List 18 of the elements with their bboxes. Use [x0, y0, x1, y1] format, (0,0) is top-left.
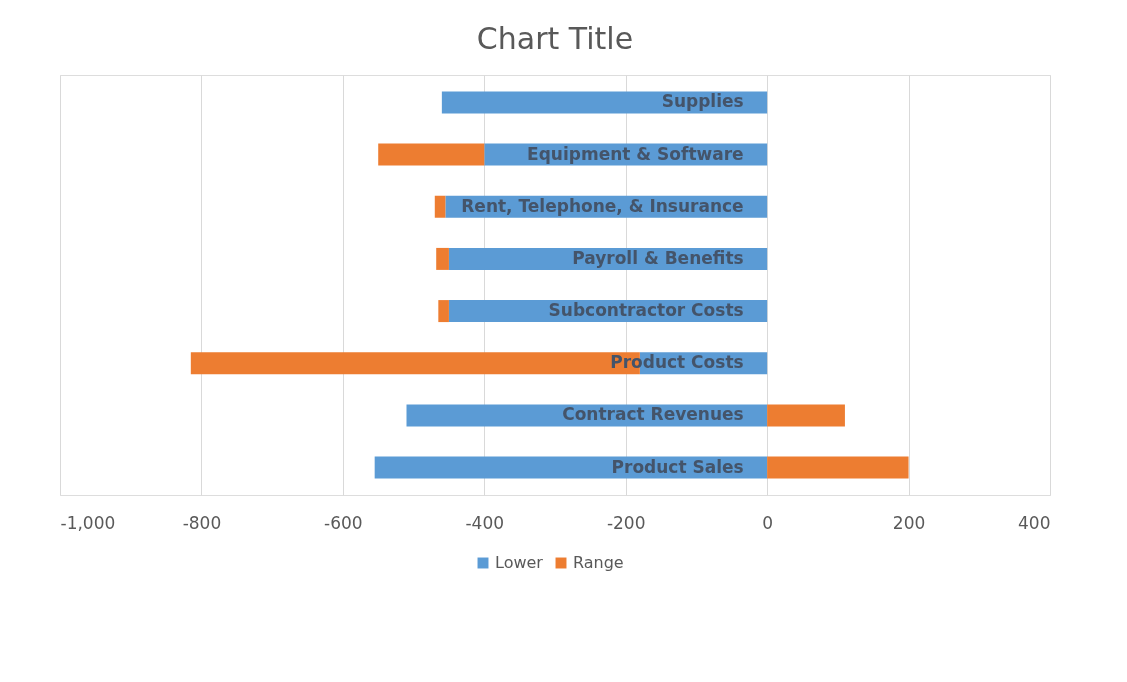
- y-tick-label: Rent, Telephone, & Insurance: [461, 195, 744, 216]
- chart-title: Chart Title: [476, 21, 634, 56]
- x-tick-label: 200: [892, 512, 926, 533]
- legend-label: Range: [573, 553, 624, 572]
- x-tick-label: -600: [324, 512, 363, 533]
- y-tick-label: Payroll & Benefits: [572, 247, 744, 268]
- x-tick-label: -400: [465, 512, 505, 533]
- x-tick-label: 400: [1018, 512, 1051, 533]
- y-tick-label: Equipment & Software: [527, 143, 744, 164]
- x-tick-label: -1,000: [60, 512, 116, 533]
- y-tick-label: Supplies: [661, 91, 744, 112]
- legend-label: Lower: [495, 553, 544, 572]
- x-tick-label: 0: [762, 512, 774, 533]
- y-tick-label: Product Sales: [611, 456, 744, 477]
- x-tick-label: -200: [606, 512, 646, 533]
- y-tick-label: Subcontractor Costs: [548, 300, 744, 321]
- x-tick-label: -800: [182, 512, 222, 533]
- y-tick-label: Contract Revenues: [562, 404, 744, 425]
